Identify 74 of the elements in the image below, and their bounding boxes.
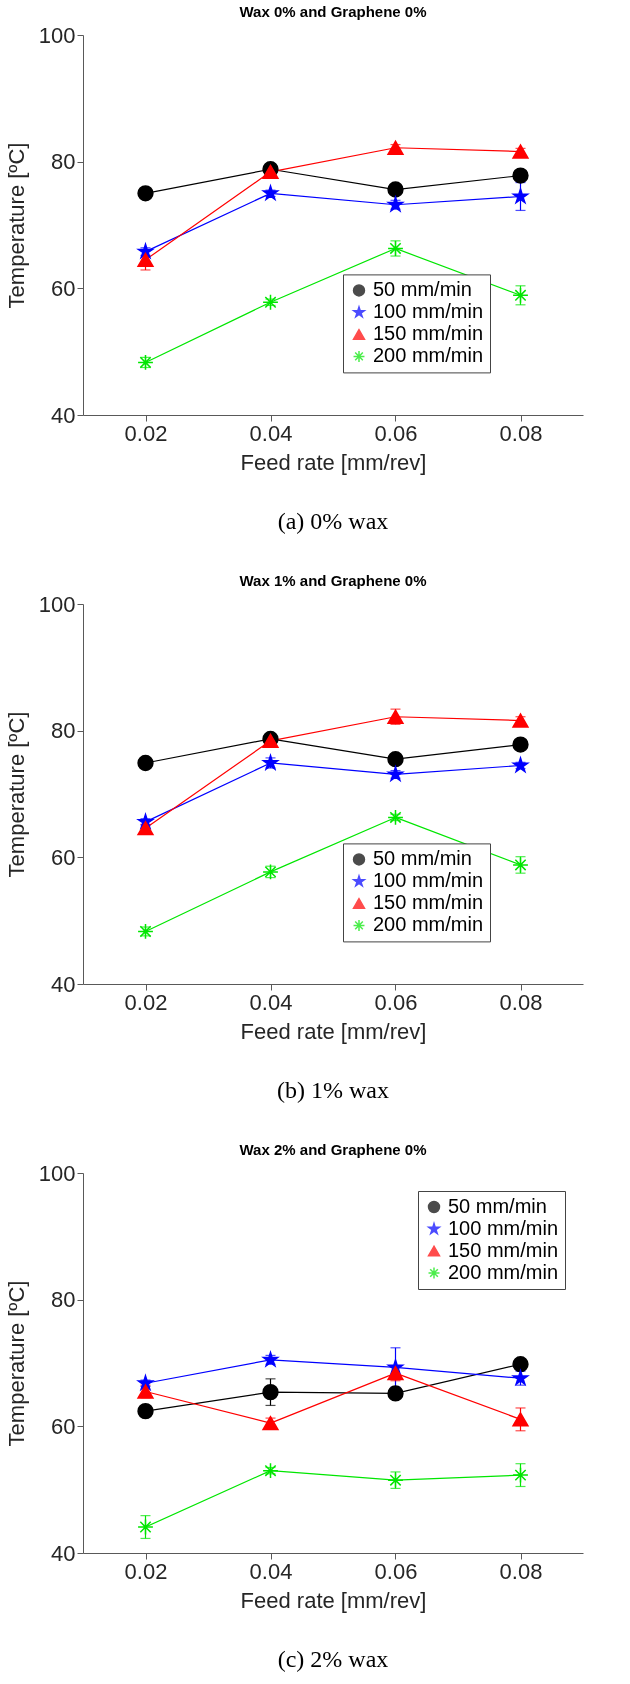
x-tick-label: 0.02 [124,420,168,446]
x-axis-title: Feed rate [mm/rev] [240,1018,427,1044]
x-tick-label: 0.08 [499,989,543,1015]
y-tick-label: 60 [51,1413,76,1439]
text: (b) 1% wax [277,1077,389,1103]
point [512,144,529,159]
point [387,751,404,768]
y-tick-label: 80 [51,1287,76,1313]
legend-label: 100 mm/min [448,1217,559,1239]
y-tick-label: 40 [51,1540,76,1566]
x-axis-title: Feed rate [mm/rev] [240,1587,427,1613]
legend-label: 100 mm/min [373,300,484,323]
point [512,1466,529,1484]
point [262,1383,279,1401]
point [387,140,404,155]
chart-title: Wax 0% and Graphene 0% [239,3,427,20]
x-tick-label: 0.04 [249,1558,293,1584]
legend-label: 200 mm/min [373,344,484,367]
point [137,1402,154,1420]
legend-label: 150 mm/min [373,891,484,914]
x-tick-label: 0.02 [124,989,168,1015]
y-tick-label: 60 [51,844,76,870]
point [512,736,529,753]
legend-label: 100 mm/min [373,869,484,892]
y-tick-label: 100 [38,591,76,617]
legend-label: 50 mm/min [373,278,472,301]
legend-label: 50 mm/min [448,1195,547,1217]
y-tick-label: 100 [38,22,76,48]
point [262,185,279,201]
x-tick-label: 0.08 [499,420,543,446]
legend-label: 150 mm/min [448,1239,559,1261]
point [137,754,154,772]
point [512,757,529,773]
point [387,1385,404,1402]
y-tick-label: 80 [51,149,76,175]
x-tick-label: 0.08 [499,1558,543,1584]
chart-title: Wax 2% and Graphene 0% [239,1141,427,1158]
y-tick-label: 80 [51,718,76,744]
point [137,185,154,202]
text: (c) 2% wax [277,1646,389,1672]
y-axis-title: Temperature [ºC] [3,711,29,878]
x-axis-title: Feed rate [mm/rev] [240,449,427,475]
chart-title: Wax 1% and Graphene 0% [239,572,427,589]
point [387,181,404,198]
x-tick-label: 0.04 [249,989,293,1015]
point [137,1375,154,1391]
point [137,1518,154,1536]
point [512,1412,529,1427]
x-tick-label: 0.02 [124,1558,168,1584]
legend-label: 200 mm/min [448,1261,559,1283]
x-tick-label: 0.06 [374,420,418,446]
x-tick-label: 0.04 [249,420,293,446]
x-tick-label: 0.06 [374,1558,418,1584]
x-tick-label: 0.06 [374,989,418,1015]
point [512,713,529,728]
point [387,809,404,826]
legend-label: 150 mm/min [373,322,484,345]
point [262,1462,279,1479]
point [512,167,529,184]
y-axis-title: Temperature [ºC] [3,142,29,309]
point [137,243,154,259]
y-tick-label: 40 [51,971,76,997]
legend-label: 200 mm/min [373,913,484,936]
point [262,294,279,311]
point [262,1415,279,1431]
y-tick-label: 60 [51,275,76,301]
legend-label: 50 mm/min [373,847,472,870]
text: (a) 0% wax [277,508,389,534]
point [137,821,154,836]
point [512,1356,529,1373]
y-axis-title: Temperature [ºC] [3,1280,29,1447]
y-tick-label: 100 [38,1160,76,1186]
y-tick-label: 40 [51,402,76,428]
point [512,188,529,204]
